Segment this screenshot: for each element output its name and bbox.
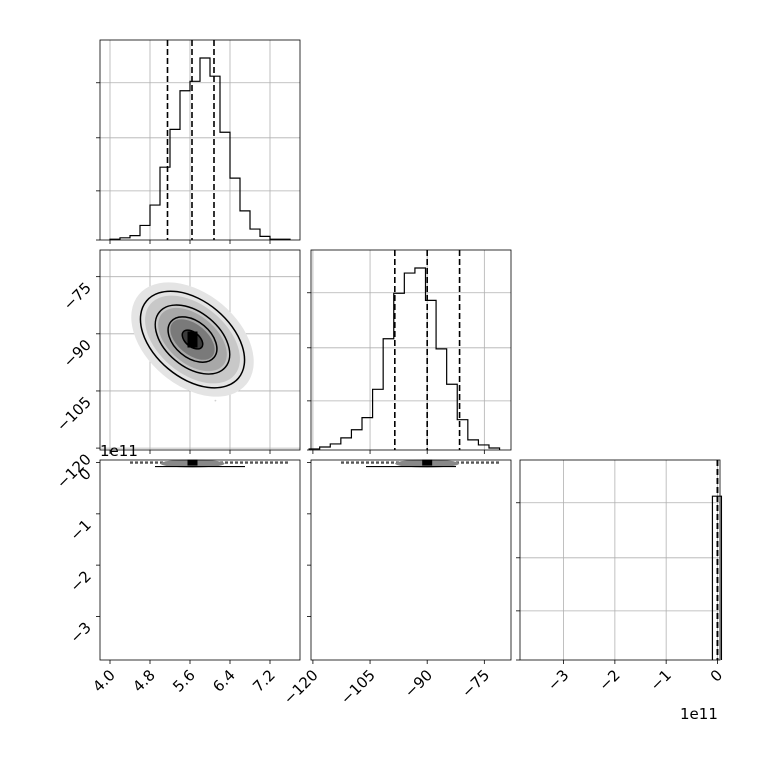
axes-frames (99, 39, 721, 661)
col2-xtick-label-0: −3 (544, 666, 572, 694)
data-layer (109, 40, 723, 660)
col1-xtick-label-2: −90 (401, 666, 436, 701)
ticks-layer (96, 82, 718, 664)
col1-xtick-label-3: −75 (458, 666, 493, 701)
col1-xtick-label-1: −105 (337, 666, 379, 708)
col1-xtick-label-0: −120 (280, 666, 322, 708)
hist-panel-1 (310, 249, 512, 451)
col2-xtick-label-2: −1 (647, 666, 675, 694)
contour-1.5σ (167, 316, 218, 363)
col2-offset-label: 1e11 (680, 705, 718, 723)
row2-offset-label: 1e11 (100, 442, 138, 460)
contour-1σ (154, 304, 231, 375)
hist-panel-2 (519, 459, 721, 661)
pair-panel-1-0 (99, 249, 301, 451)
pair-panel-2-1-peak (422, 459, 433, 466)
col0-xtick-label-1: 4.8 (129, 666, 159, 696)
pair-panel-2-0 (99, 459, 301, 661)
row2-ytick-label-3: −3 (66, 619, 94, 647)
density-peak (187, 331, 198, 348)
row2-ytick-label-1: −1 (66, 516, 94, 544)
col0-xtick-label-3: 6.4 (209, 666, 239, 696)
col0-xtick-label-2: 5.6 (169, 666, 199, 696)
contour-0.5σ (139, 290, 246, 389)
row1-ytick-label-1: −90 (60, 336, 95, 371)
histogram-0 (109, 57, 291, 240)
hist-panel-0 (99, 39, 301, 241)
pair-panel-2-0-peak (187, 459, 198, 466)
pair-panel-2-1 (310, 459, 512, 661)
col2-xtick-label-1: −2 (595, 666, 623, 694)
col2-xtick-label-3: 0 (707, 666, 726, 685)
row1-ytick-label-0: −75 (60, 279, 95, 314)
row1-ytick-label-2: −105 (53, 393, 95, 435)
row2-ytick-label-2: −2 (66, 567, 94, 595)
col0-xtick-label-4: 7.2 (249, 666, 279, 696)
histogram-1 (308, 267, 501, 450)
scatter-point (214, 399, 217, 402)
col0-xtick-label-0: 4.0 (89, 666, 119, 696)
